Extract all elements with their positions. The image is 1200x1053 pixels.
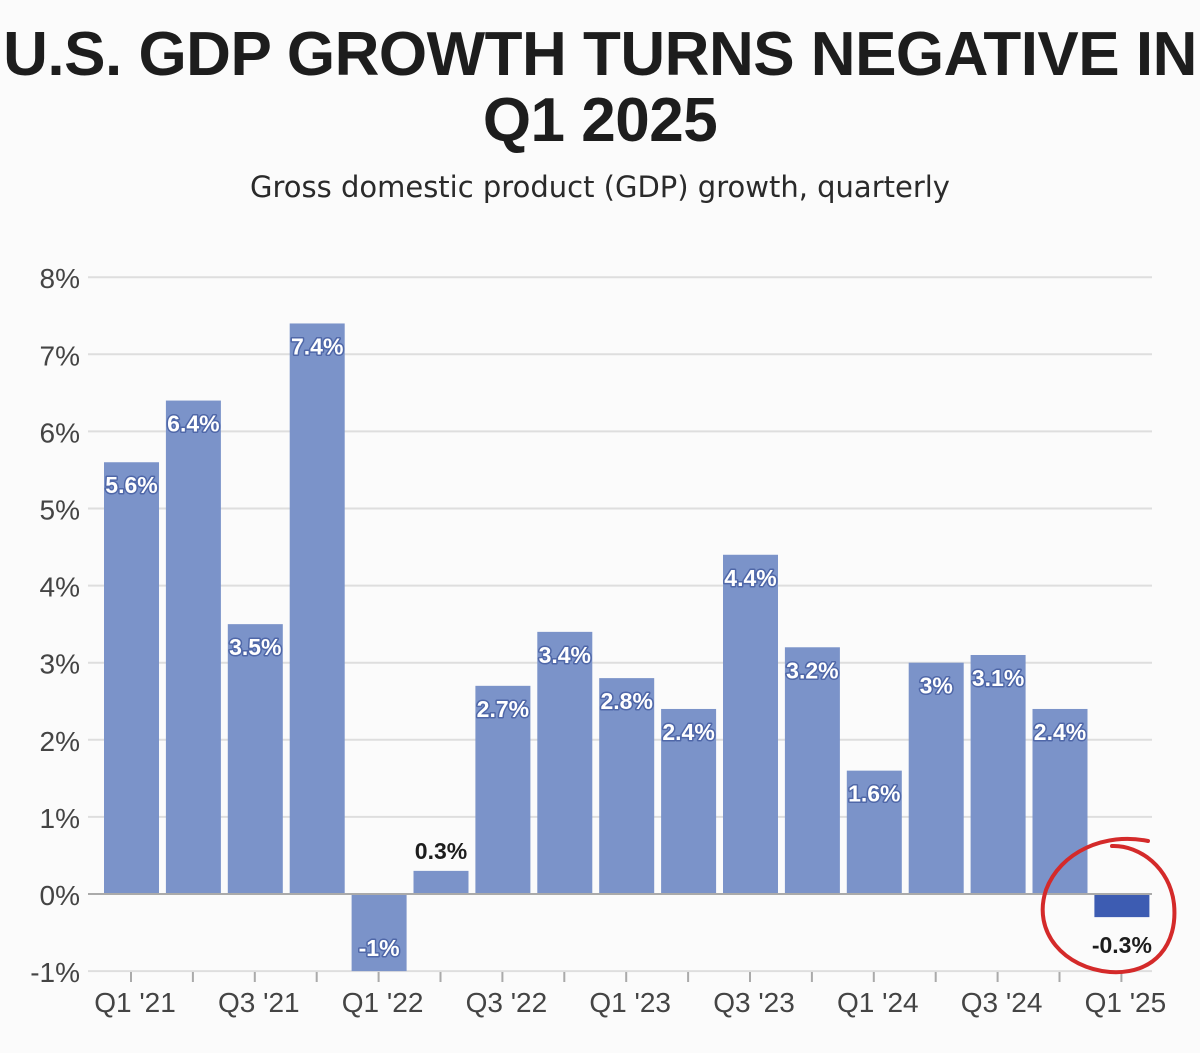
x-tick-label: Q1 '25 — [1085, 987, 1167, 1018]
bars-layer — [104, 323, 1150, 972]
bar-value-label: 5.6% — [105, 472, 157, 498]
chart-subtitle: Gross domestic product (GDP) growth, qua… — [0, 170, 1200, 204]
labels-layer: 5.6% 6.4% 3.5% 7.4% -1% 0.3% 2.7% 3.4% 2.8% 2.4% 4… — [104, 332, 1152, 963]
bar — [351, 894, 407, 972]
x-tick-label: Q1 '24 — [837, 987, 919, 1018]
x-tick-label: Q1 '21 — [94, 987, 176, 1018]
highlight-circle — [1040, 836, 1177, 975]
x-tick-label: Q1 '22 — [342, 987, 424, 1018]
chart-title: U.S. GDP GROWTH TURNS NEGATIVE IN Q1 202… — [0, 22, 1200, 154]
bar — [970, 654, 1026, 894]
bar-value-label: 1.6% — [848, 781, 900, 807]
bar — [846, 770, 902, 894]
bar — [289, 323, 345, 895]
bar — [104, 462, 159, 894]
bar-value-label: 2.8% — [600, 688, 652, 714]
y-tick-label: 8% — [40, 263, 80, 294]
x-tick-label: Q3 '23 — [713, 987, 795, 1018]
bar-value-label: 3.2% — [786, 657, 838, 683]
annotation-layer — [1040, 836, 1177, 975]
x-tick-label: Q3 '22 — [466, 987, 548, 1018]
y-tick-label: 6% — [40, 417, 80, 448]
bar — [661, 708, 717, 894]
y-tick-label: 5% — [40, 495, 80, 526]
bar — [475, 685, 531, 894]
bar-value-label: 7.4% — [291, 333, 343, 359]
y-tick-label: 4% — [40, 572, 80, 603]
y-tick-label: 1% — [40, 803, 80, 834]
bar — [599, 678, 655, 894]
x-tick-label: Q3 '21 — [218, 987, 300, 1018]
chart-title-text: U.S. GDP GROWTH TURNS NEGATIVE IN Q1 202… — [3, 20, 1197, 155]
bar — [1032, 708, 1088, 894]
bar — [1094, 894, 1150, 918]
bar-value-label: 6.4% — [167, 411, 219, 437]
bar-value-label: 3.4% — [539, 642, 591, 668]
bar — [165, 400, 221, 894]
y-tick-label: 7% — [40, 340, 80, 371]
bar-value-label: 4.4% — [724, 565, 776, 591]
bar-value-label: -0.3% — [1092, 932, 1152, 958]
bar-value-label: 3% — [920, 673, 953, 699]
chart-subtitle-text: Gross domestic product (GDP) growth, qua… — [250, 170, 950, 204]
bar — [537, 631, 593, 894]
bar-value-label: -1% — [359, 935, 400, 961]
x-tick-label: Q3 '24 — [961, 987, 1043, 1018]
y-tick-label: -1% — [30, 957, 80, 988]
bar — [908, 662, 964, 894]
bar — [723, 554, 778, 894]
bar-value-label: 2.7% — [477, 696, 529, 722]
bar — [784, 647, 840, 894]
bar — [227, 624, 283, 894]
x-tick-label: Q1 '23 — [589, 987, 671, 1018]
bar-value-label: 2.4% — [1034, 719, 1086, 745]
y-tick-label: 2% — [40, 726, 80, 757]
bar-value-label: 3.1% — [972, 665, 1024, 691]
bar — [413, 870, 469, 894]
y-tick-label: 0% — [40, 880, 80, 911]
axis-layer: 8% 7% 6% 5% 4% 3% 2% 1% 0% -1% Q1 '21 Q3 '21 Q1 '22 Q… — [30, 263, 1166, 1018]
bar-value-label: 3.5% — [229, 634, 281, 660]
y-tick-label: 3% — [40, 649, 80, 680]
bar-value-label: 0.3% — [415, 838, 467, 864]
bar-value-label: 2.4% — [662, 719, 714, 745]
